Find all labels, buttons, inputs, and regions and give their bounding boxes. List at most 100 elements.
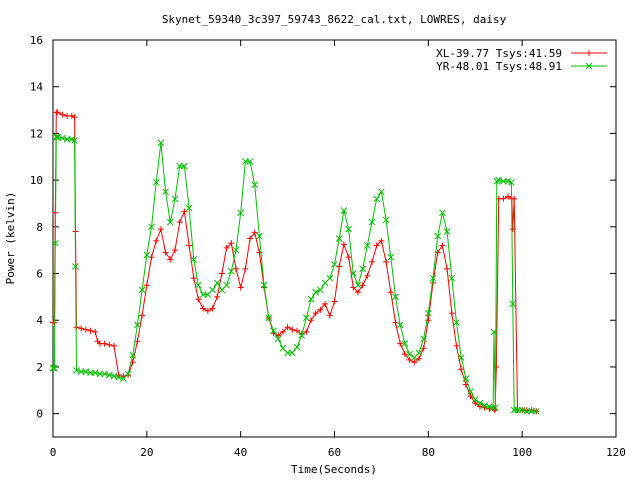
series-2-point <box>439 209 446 217</box>
series-1-point <box>326 312 333 319</box>
series-1-point <box>303 328 310 335</box>
series-1-line <box>53 111 537 412</box>
series-1-point <box>181 208 188 215</box>
series-2-point <box>302 314 310 322</box>
series-1-point <box>71 114 78 121</box>
series-2-point <box>288 349 296 357</box>
series-1-point <box>176 219 183 226</box>
series-1-point <box>228 240 235 247</box>
series-1-point <box>425 317 432 324</box>
series-2-point <box>51 239 59 247</box>
series-1-point <box>472 400 479 407</box>
series-2-point <box>181 162 188 170</box>
series-2-point <box>363 242 371 249</box>
series-2-point <box>293 343 301 351</box>
series-2-point <box>143 251 151 259</box>
y-tick-label: 4 <box>36 314 43 327</box>
series-1-point <box>444 265 451 272</box>
series-1-point <box>373 242 380 249</box>
x-tick-label: 60 <box>328 446 341 459</box>
series-2-point <box>476 399 484 407</box>
series-1-point <box>467 393 474 400</box>
series-1-point <box>317 306 324 313</box>
series-2-point <box>326 274 334 282</box>
series-2-point <box>152 179 160 186</box>
series-2-point <box>265 314 273 322</box>
series-1-point <box>247 235 254 242</box>
series-2-point <box>251 181 259 189</box>
series-2-group <box>49 133 540 415</box>
series-1-point <box>157 226 164 233</box>
series-2-point <box>274 335 282 343</box>
series-1-point <box>110 342 117 349</box>
series-2-point <box>51 364 58 372</box>
series-1-group <box>50 109 540 415</box>
series-2-point <box>166 218 174 226</box>
series-2-point <box>162 188 169 196</box>
series-1-point <box>190 275 197 282</box>
series-1-point <box>528 407 535 414</box>
series-2-point <box>387 253 395 261</box>
series-1-point <box>420 345 427 352</box>
series-2-point <box>148 223 155 231</box>
x-axis-label: Time(Seconds) <box>291 463 377 476</box>
y-tick-label: 0 <box>36 408 43 421</box>
series-1-point <box>92 328 99 335</box>
series-1-point <box>401 351 408 358</box>
series-1-point <box>364 272 371 279</box>
x-tick-label: 80 <box>422 446 435 459</box>
series-2-point <box>72 263 79 270</box>
series-2-point <box>307 295 315 303</box>
series-1-point <box>415 355 422 362</box>
series-1-point <box>354 289 361 296</box>
series-2-point <box>532 407 540 415</box>
y-tick-label: 2 <box>36 361 43 374</box>
series-1-point <box>511 195 518 202</box>
series-2-point <box>52 133 60 141</box>
series-1-point <box>289 326 296 333</box>
series-2-point <box>171 195 179 203</box>
legend-label: YR-48.01 Tsys:48.91 <box>436 60 562 73</box>
series-2-point <box>434 232 442 240</box>
series-1-point <box>439 242 446 249</box>
series-2-point <box>489 404 497 412</box>
series-2-point <box>317 286 324 294</box>
series-2-point <box>185 204 193 212</box>
series-2-point <box>490 328 498 336</box>
series-1-point <box>458 366 465 373</box>
series-2-point <box>227 267 235 275</box>
plot-area-frame <box>52 39 617 438</box>
series-2-point <box>467 388 474 395</box>
series-1-point <box>78 325 85 332</box>
series-2-point <box>378 188 385 196</box>
series-2-point <box>237 209 245 217</box>
series-1-point <box>505 193 512 200</box>
series-1-point <box>448 310 455 317</box>
y-tick-label: 10 <box>30 174 43 187</box>
series-1-point <box>218 270 225 277</box>
series-2-point <box>246 158 254 165</box>
y-tick-label: 6 <box>36 268 43 281</box>
series-1-point <box>411 359 418 366</box>
series-2-point <box>359 265 367 273</box>
series-1-point <box>59 111 66 118</box>
series-layer <box>49 109 540 415</box>
series-1-point <box>214 293 221 300</box>
series-2-point <box>457 354 465 361</box>
series-1-point <box>500 195 507 202</box>
series-1-point <box>139 312 146 319</box>
series-2-point <box>396 321 404 329</box>
series-2-point <box>424 309 432 317</box>
chart-title: Skynet_59340_3c397_59743_8622_cal.txt, L… <box>162 13 507 26</box>
x-tick-label: 40 <box>234 446 247 459</box>
series-1-point <box>162 249 169 256</box>
series-1-point <box>383 258 390 265</box>
series-2-point <box>223 281 230 289</box>
series-2-point <box>298 332 306 339</box>
y-tick-label: 12 <box>30 127 43 140</box>
series-2-point <box>209 286 216 294</box>
series-2-point <box>406 350 413 358</box>
series-1-point <box>223 244 230 251</box>
series-1-point <box>251 229 258 236</box>
